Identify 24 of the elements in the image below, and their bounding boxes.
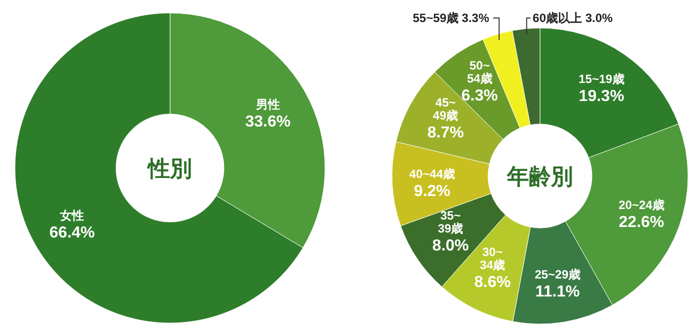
slice-label: 55~59歳 3.3% — [412, 11, 490, 25]
text: 年齢別 — [506, 164, 573, 189]
data-label: 33.6% — [245, 114, 291, 131]
data-label: 11.1% — [535, 284, 580, 301]
slice-label: 25~29歳 — [534, 268, 580, 282]
data-label: 66.4% — [49, 224, 95, 242]
slice-label: 20~24歳 — [618, 198, 664, 212]
slice-label: 40~44歳 — [409, 166, 456, 181]
slice-label: 35~39歳 — [438, 208, 464, 236]
data-label: 22.6% — [618, 214, 664, 232]
text: 性別 — [146, 156, 192, 181]
data-label: 9.2% — [414, 182, 450, 200]
data-label: 8.6% — [474, 274, 511, 292]
slice-label: 15~19歳 — [578, 72, 624, 86]
slice-label: 30~34歳 — [480, 245, 506, 272]
slice-label: 女性 — [59, 208, 84, 222]
slice-label: 男性 — [254, 98, 280, 112]
data-label: 8.0% — [432, 238, 469, 255]
slice-label: 60歳以上 3.0% — [532, 11, 614, 25]
data-label: 6.3% — [461, 87, 498, 104]
slice-label: 50~54歳 — [466, 58, 492, 86]
data-label: 19.3% — [578, 88, 624, 106]
data-label: 8.7% — [427, 124, 464, 142]
slice-label: 45~49歳 — [432, 96, 458, 123]
